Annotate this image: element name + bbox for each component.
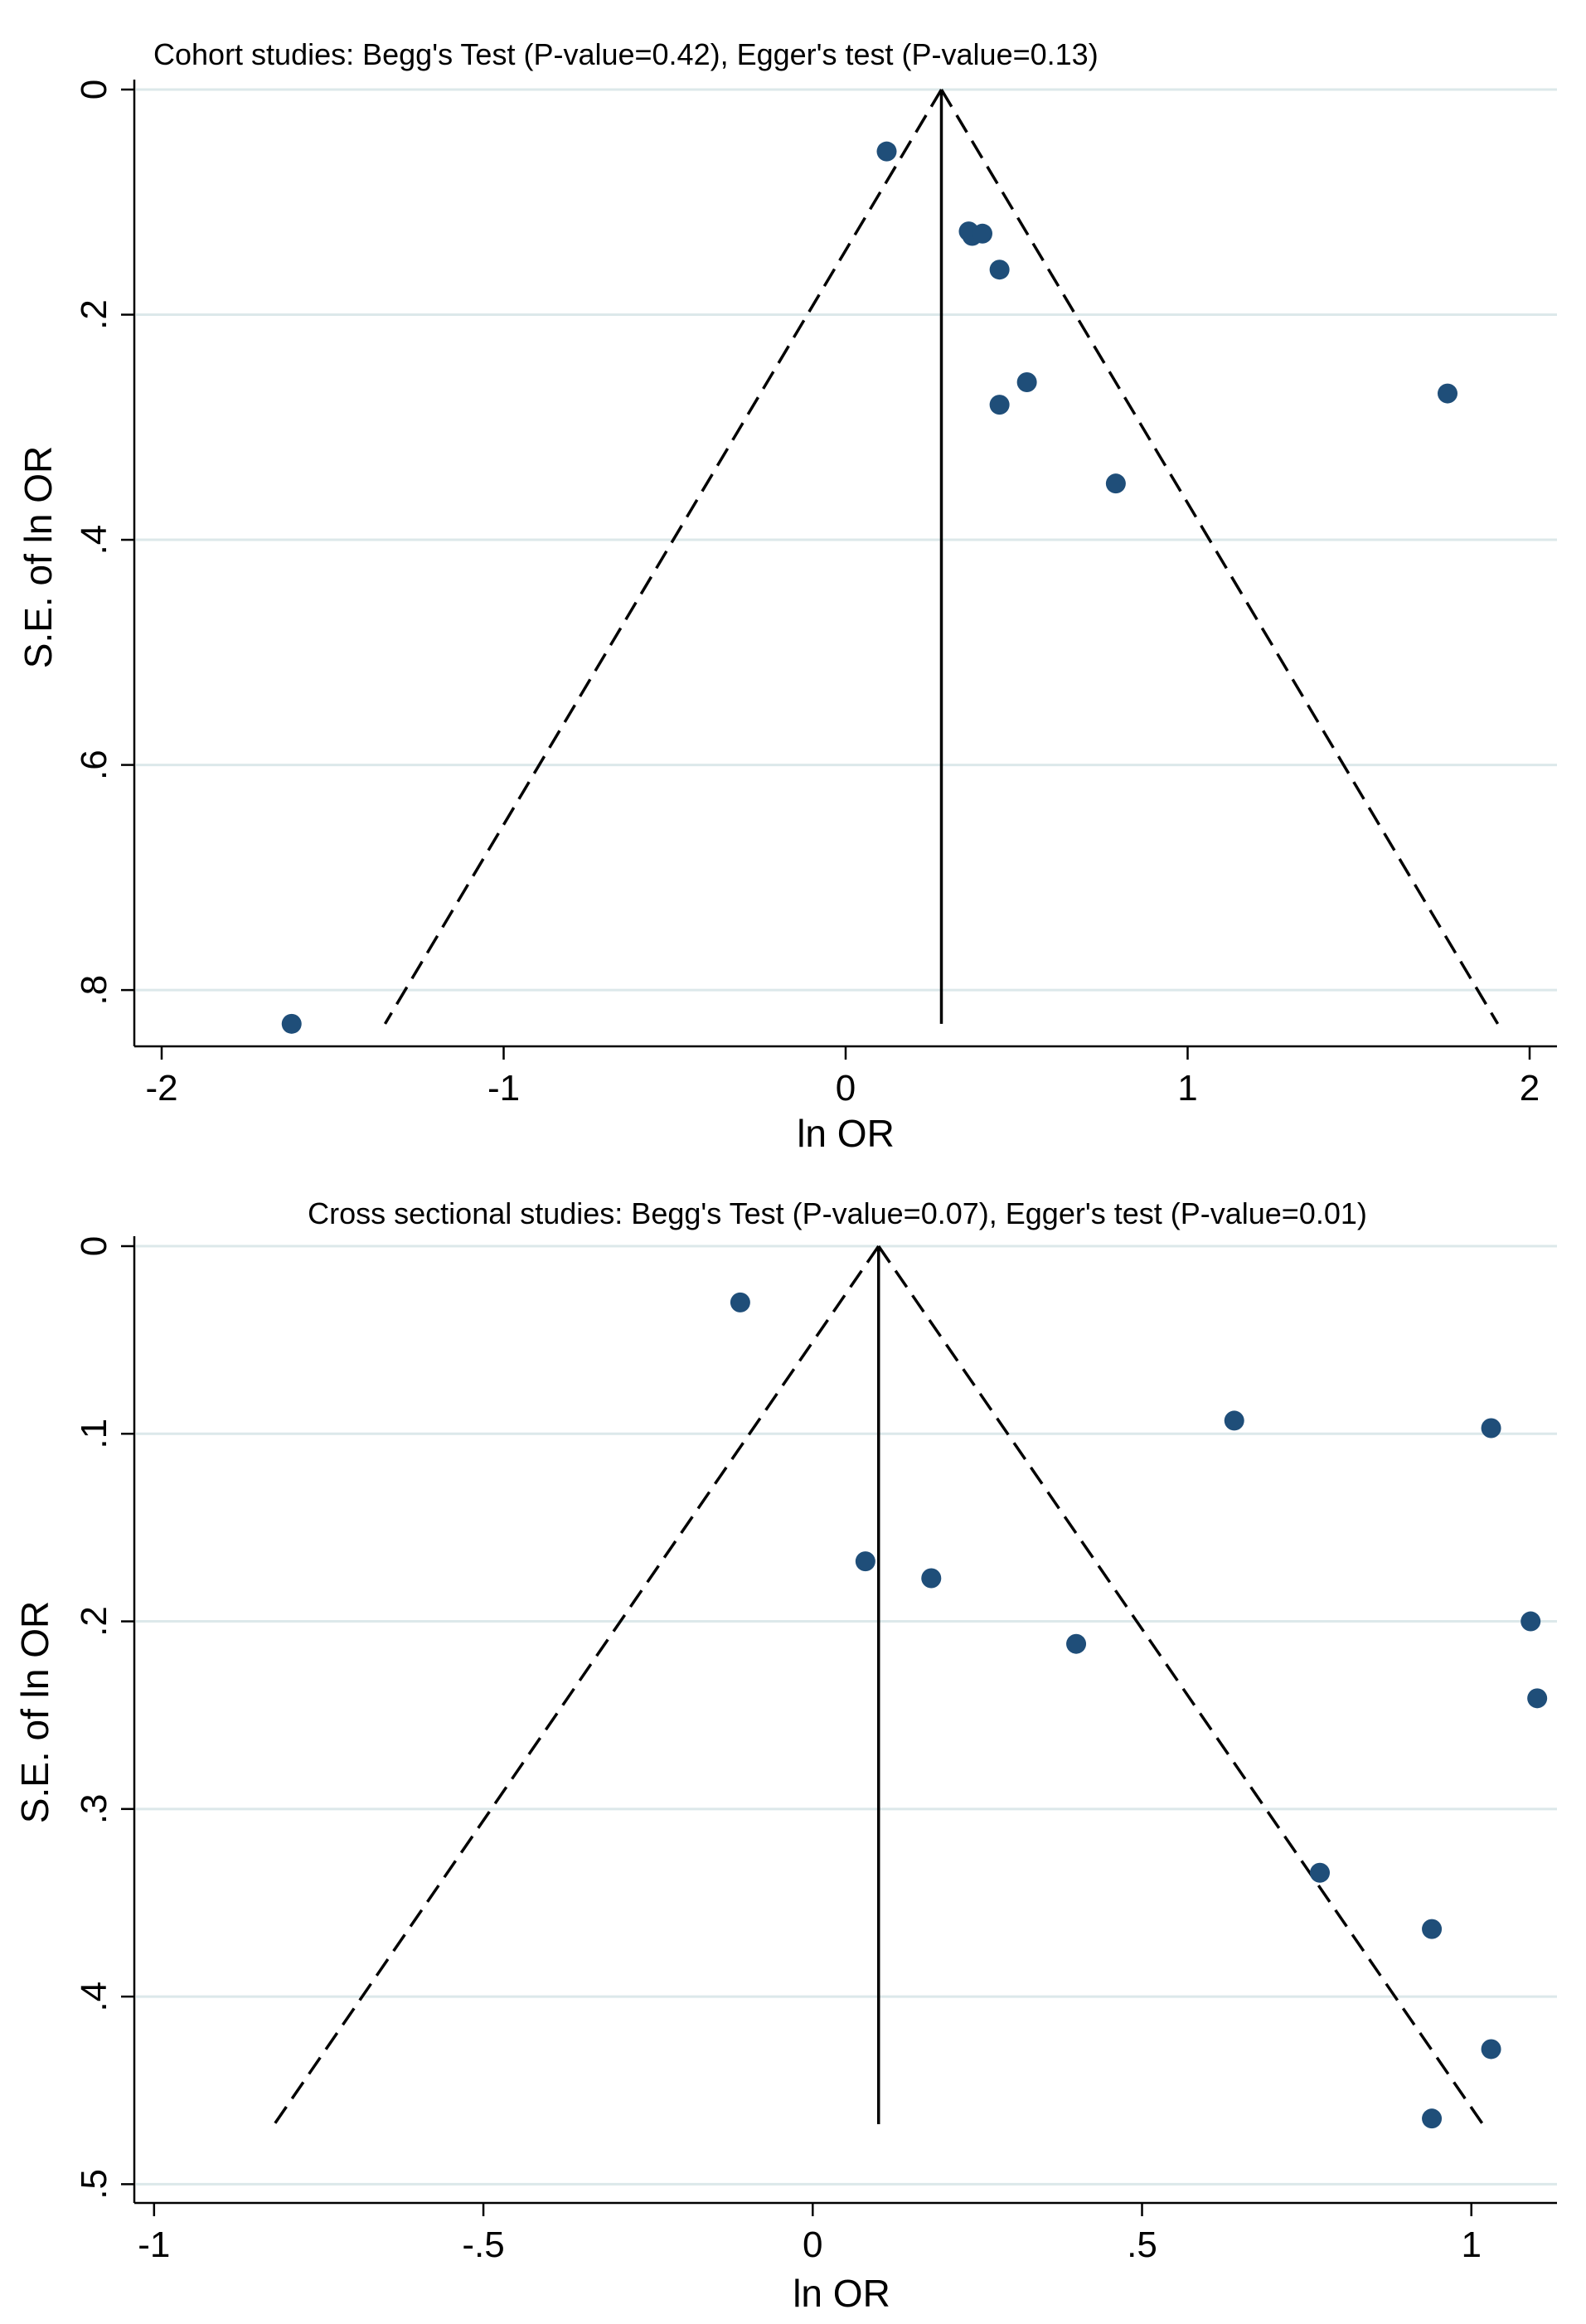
cross-sectional-funnel-left-limit — [273, 1245, 880, 2125]
cohort-x-tick-label: 2 — [1520, 1068, 1540, 1109]
cross-sectional-funnel-plot: Cross sectional studies: Begg's Test (P-… — [13, 1196, 1557, 2315]
cohort-y-axis-label: S.E. of ln OR — [17, 446, 60, 668]
cross-sectional-x-tick-label: .5 — [1127, 2225, 1157, 2265]
cohort-plot-title: Cohort studies: Begg's Test (P-value=0.4… — [153, 37, 1099, 71]
cross-sectional-x-tick-label: 0 — [803, 2225, 822, 2265]
cross-sectional-funnel-right-limit — [877, 1245, 1484, 2125]
cross-sectional-study-point — [1481, 2039, 1501, 2060]
cohort-x-axis-label: ln OR — [797, 1112, 895, 1155]
cohort-funnel-right-limit — [939, 89, 1500, 1025]
cross-sectional-study-point — [1310, 1862, 1330, 1883]
cross-sectional-study-point — [1066, 1633, 1087, 1654]
cross-sectional-y-tick-label: .1 — [74, 1419, 114, 1449]
cross-sectional-x-axis-label: ln OR — [793, 2272, 890, 2315]
cross-sectional-study-point — [1527, 1688, 1548, 1709]
cohort-study-point — [1438, 383, 1457, 404]
cross-sectional-study-point — [1422, 2108, 1443, 2129]
cross-sectional-x-tick-label: -.5 — [462, 2225, 504, 2265]
cohort-study-point — [876, 141, 897, 162]
cross-sectional-study-point — [1422, 1919, 1443, 1939]
cross-sectional-y-tick-label: .2 — [74, 1606, 114, 1637]
cohort-x-tick-label: 0 — [836, 1068, 856, 1109]
cross-sectional-study-point — [1481, 1418, 1501, 1439]
cohort-y-tick-label: .6 — [74, 750, 114, 780]
cohort-study-point — [972, 223, 992, 244]
cross-sectional-study-point — [855, 1551, 875, 1572]
cohort-study-point — [281, 1013, 302, 1034]
cross-sectional-y-tick-label: .4 — [74, 1982, 114, 2012]
cross-sectional-plot-title: Cross sectional studies: Begg's Test (P-… — [308, 1196, 1367, 1230]
cohort-y-tick-label: .4 — [74, 525, 114, 556]
cohort-y-tick-label: .2 — [74, 299, 114, 330]
cohort-x-tick-label: 1 — [1177, 1068, 1197, 1109]
cross-sectional-study-point — [730, 1292, 750, 1312]
cohort-y-tick-label: .8 — [74, 975, 114, 1006]
cross-sectional-y-tick-label: .5 — [74, 2169, 114, 2200]
cross-sectional-study-point — [1521, 1611, 1541, 1632]
cohort-funnel-left-limit — [383, 89, 943, 1025]
cohort-funnel-plot: Cohort studies: Begg's Test (P-value=0.4… — [17, 37, 1557, 1155]
cohort-x-tick-label: -1 — [487, 1068, 520, 1109]
cohort-y-tick-label: 0 — [74, 80, 114, 99]
cross-sectional-y-tick-label: .3 — [74, 1793, 114, 1824]
cohort-study-point — [1016, 371, 1037, 392]
cross-sectional-y-tick-label: 0 — [74, 1236, 114, 1256]
cross-sectional-study-point — [921, 1568, 942, 1589]
cohort-study-point — [989, 260, 1010, 280]
cohort-study-point — [1105, 473, 1126, 494]
cross-sectional-x-tick-label: -1 — [138, 2225, 170, 2265]
cohort-study-point — [989, 395, 1010, 415]
cross-sectional-y-axis-label: S.E. of ln OR — [13, 1601, 56, 1823]
cross-sectional-study-point — [1224, 1410, 1244, 1431]
cohort-x-tick-label: -2 — [145, 1068, 177, 1109]
cross-sectional-x-tick-label: 1 — [1461, 2225, 1481, 2265]
